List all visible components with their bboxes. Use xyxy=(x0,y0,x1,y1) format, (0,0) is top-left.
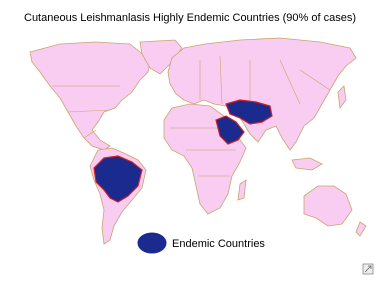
eurasia-borders xyxy=(199,55,331,110)
world-map xyxy=(29,37,367,245)
endemic-arabia xyxy=(215,115,245,145)
japan xyxy=(337,85,347,110)
endemic-iran-afghanistan xyxy=(225,99,273,125)
indonesia xyxy=(291,157,323,171)
title: Cutaneous Leishmanlasis Highly Endemic C… xyxy=(24,12,356,24)
legend-swatch xyxy=(137,232,167,254)
eurasia xyxy=(167,37,357,151)
australia xyxy=(303,185,353,227)
icon-arrow xyxy=(364,265,372,273)
legend: Endemic Countries xyxy=(137,232,265,254)
madagascar xyxy=(237,179,247,201)
na-borders xyxy=(52,85,120,139)
legend-label: Endemic Countries xyxy=(172,238,265,250)
greenland xyxy=(139,39,183,75)
corner-icon xyxy=(362,263,374,275)
endemic-brazil-peru xyxy=(93,155,143,203)
new-zealand xyxy=(355,221,367,237)
